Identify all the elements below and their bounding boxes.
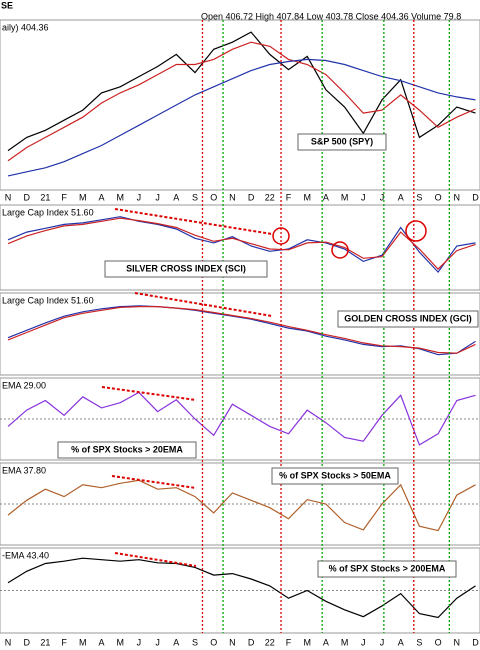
- annotation-boxes: S&P 500 (SPY) SILVER CROSS INDEX (SCI) GOL…: [57, 133, 479, 578]
- x-tick-label: A: [398, 192, 404, 202]
- x-tick-label: O: [435, 637, 442, 647]
- series-line: [7, 306, 476, 354]
- x-tick-label: 22: [265, 192, 275, 202]
- annotation-text: SILVER CROSS INDEX (SCI): [126, 263, 246, 273]
- panel-frame: [0, 377, 480, 461]
- x-tick-label: S: [192, 192, 198, 202]
- plots: N D 21 F M A M J J A S O N D 22 F M A M J J A S O N D Large Cap In…: [0, 19, 480, 647]
- panel-label: -EMA 43.40: [2, 550, 49, 560]
- highlight-circle: [272, 227, 290, 245]
- annotation-box: [297, 133, 387, 151]
- x-tick-label: M: [116, 637, 124, 647]
- series-line: [7, 557, 476, 619]
- x-tick-label: A: [173, 637, 179, 647]
- x-tick-label: 21: [40, 192, 50, 202]
- x-tick-label: S: [416, 637, 422, 647]
- panel-label: EMA 29.00: [2, 380, 46, 390]
- x-tick-label: D: [472, 192, 479, 202]
- annotation-text: S&P 500 (SPY): [311, 136, 373, 146]
- x-tick-label: A: [98, 192, 104, 202]
- x-tick-label: M: [303, 192, 311, 202]
- trend-line: [134, 292, 273, 317]
- x-tick-label: M: [79, 192, 87, 202]
- x-tick-label: O: [435, 192, 442, 202]
- annotation-box: [271, 467, 399, 485]
- trend-line: [111, 475, 197, 489]
- trend-line: [114, 552, 197, 567]
- x-tick-label: F: [286, 637, 292, 647]
- x-tick-label: N: [229, 192, 236, 202]
- x-tick-label: M: [303, 637, 311, 647]
- x-tick-label: J: [155, 192, 160, 202]
- x-tick-label: J: [380, 637, 385, 647]
- x-tick-label: D: [23, 192, 30, 202]
- x-tick-label: J: [380, 192, 385, 202]
- x-tick-label: J: [137, 192, 142, 202]
- x-tick-label: O: [210, 637, 217, 647]
- x-tick-label: N: [229, 637, 236, 647]
- annotation-box: [337, 310, 479, 328]
- x-tick-label: J: [155, 637, 160, 647]
- x-tick-label: M: [79, 637, 87, 647]
- x-tick-label: J: [361, 637, 366, 647]
- annotation-text: GOLDEN CROSS INDEX (GCI): [344, 313, 472, 323]
- x-tick-label: S: [416, 192, 422, 202]
- x-tick-label: D: [472, 637, 479, 647]
- annotation-box: [57, 441, 197, 459]
- x-tick-label: A: [173, 192, 179, 202]
- panel-label: Large Cap Index 51.60: [2, 295, 94, 305]
- panel-label: EMA 37.80: [2, 465, 46, 475]
- x-tick-label: J: [361, 192, 366, 202]
- x-tick-label: O: [210, 192, 217, 202]
- panel-frame: [0, 462, 480, 546]
- series-line: [7, 479, 476, 532]
- annotation-text: % of SPX Stocks > 20EMA: [71, 444, 183, 454]
- x-tick-label: D: [248, 637, 255, 647]
- x-tick-label: N: [454, 637, 461, 647]
- x-tick-label: F: [61, 637, 67, 647]
- annotations-drawn: [101, 208, 427, 567]
- highlight-circle: [331, 241, 349, 259]
- x-tick-label: N: [454, 192, 461, 202]
- x-tick-label: D: [23, 637, 30, 647]
- symbol: SE: [1, 0, 13, 10]
- x-tick-label: A: [98, 637, 104, 647]
- quote: Open 406.72 High 407.84 Low 403.78 Close…: [201, 11, 461, 21]
- series-line: [7, 31, 476, 152]
- x-tick-label: S: [192, 637, 198, 647]
- panel-frame: [0, 19, 480, 191]
- panel-label: Large Cap Index 51.60: [2, 207, 94, 217]
- x-tick-label: D: [248, 192, 255, 202]
- annotation-box: [104, 260, 268, 278]
- panel-frame: [0, 292, 480, 376]
- series-line: [7, 217, 476, 270]
- highlight-circle: [405, 220, 427, 242]
- annotation-text: % of SPX Stocks > 50EMA: [279, 470, 391, 480]
- price-label: aily) 404.36: [2, 22, 49, 32]
- x-tick-label: 21: [40, 637, 50, 647]
- series-line: [7, 391, 476, 446]
- x-tick-label: M: [116, 192, 124, 202]
- x-tick-label: N: [5, 637, 12, 647]
- series-line: [7, 41, 476, 162]
- x-tick-label: J: [137, 637, 142, 647]
- trend-line: [114, 208, 273, 235]
- annotation-text: % of SPX Stocks > 200EMA: [329, 563, 446, 573]
- x-tick-label: A: [323, 637, 329, 647]
- x-tick-label: M: [341, 192, 349, 202]
- x-tick-label: F: [286, 192, 292, 202]
- series-line: [7, 58, 476, 177]
- panel-frame: [0, 547, 480, 634]
- panel-frame: [0, 204, 480, 291]
- x-tick-label: M: [341, 637, 349, 647]
- trend-line: [101, 386, 197, 401]
- x-tick-label: 22: [265, 637, 275, 647]
- x-tick-label: F: [61, 192, 67, 202]
- x-tick-label: A: [323, 192, 329, 202]
- annotation-box: [317, 560, 457, 578]
- x-tick-label: N: [5, 192, 12, 202]
- x-tick-label: A: [398, 637, 404, 647]
